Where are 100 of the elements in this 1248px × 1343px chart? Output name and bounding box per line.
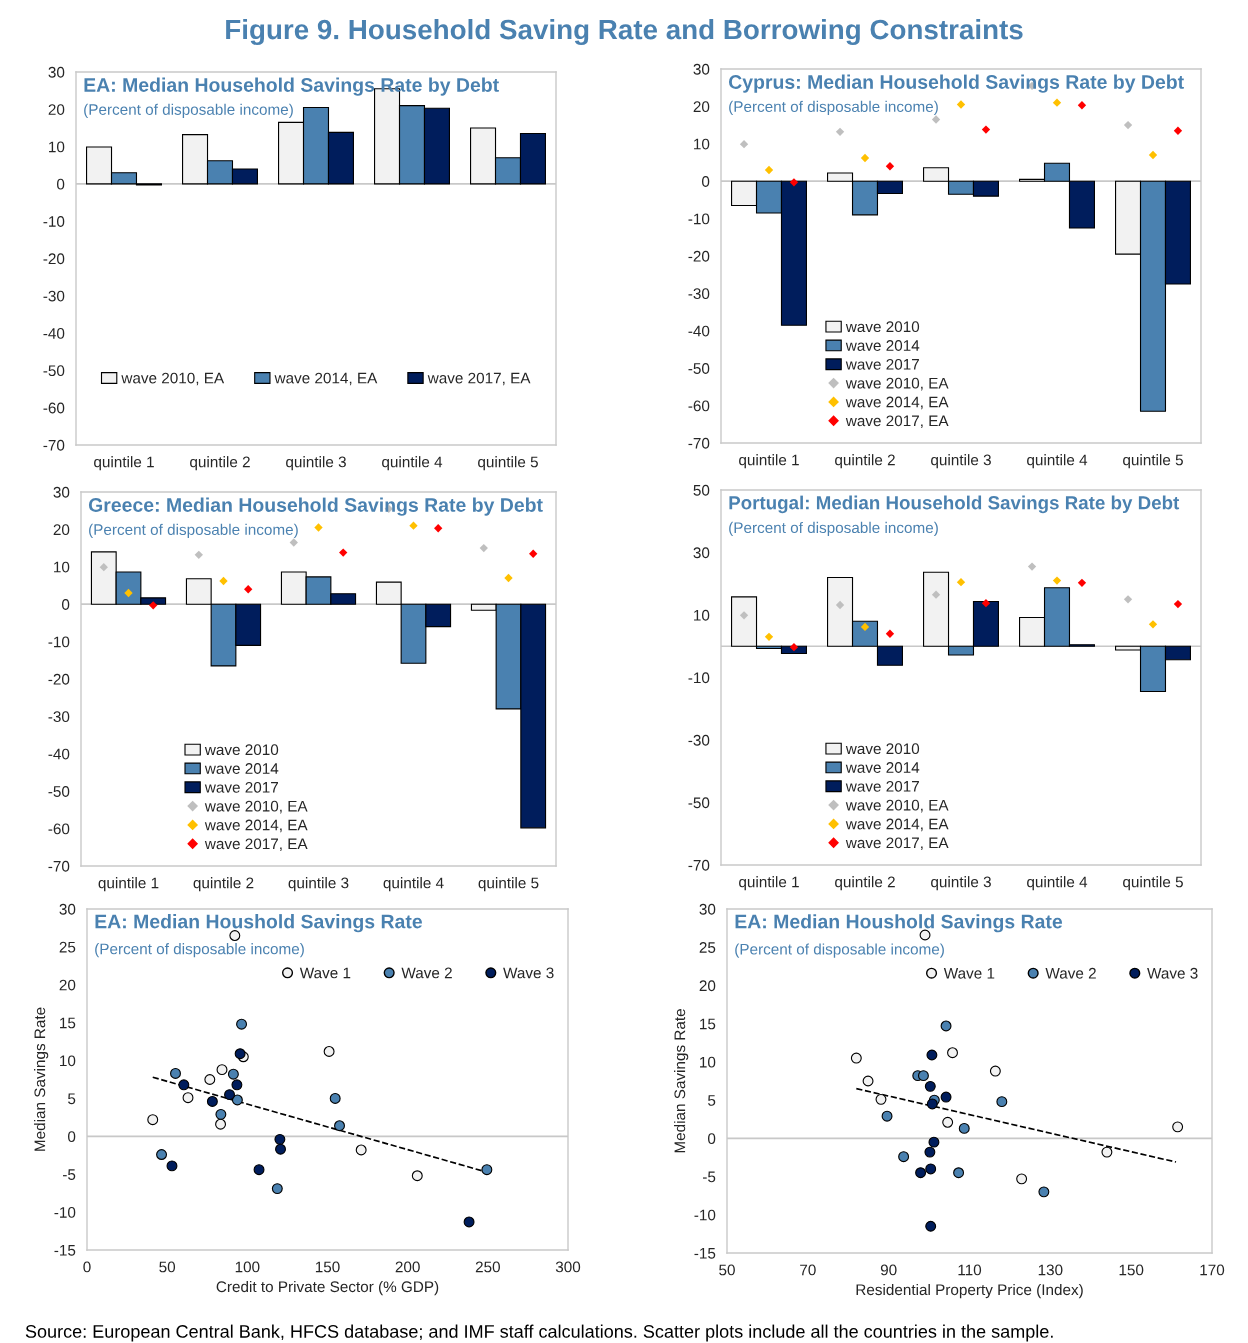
y-tick-label: -40	[688, 325, 710, 337]
chart-title: Greece: Median Household Savings Rate by Debt	[88, 497, 543, 516]
legend-label: Wave 1	[299, 967, 351, 979]
y-tick-label: -70	[688, 437, 710, 449]
y-tick-label: 25	[699, 942, 716, 953]
x-tick-label: quintile 1	[98, 877, 159, 892]
y-tick-label: -5	[62, 1169, 76, 1180]
legend-label: wave 2010, EA	[845, 799, 949, 813]
x-tick-label: 70	[800, 1264, 816, 1276]
x-axis-title: Residential Property Price (Index)	[856, 1283, 1083, 1299]
y-tick-label: -70	[688, 859, 710, 871]
y-tick-label: 10	[694, 138, 710, 150]
y-tick-label: -10	[48, 636, 70, 648]
y-tick-label: -10	[688, 213, 710, 225]
x-tick-label: 100	[235, 1261, 260, 1273]
x-tick-label: quintile 5	[1123, 876, 1183, 891]
x-tick-label: quintile 5	[478, 877, 539, 892]
y-tick-label: 20	[699, 980, 716, 992]
x-tick-label: 0	[83, 1261, 91, 1273]
x-tick-label: 110	[958, 1264, 982, 1276]
legend-label: wave 2010	[845, 743, 920, 755]
y-tick-label: 10	[700, 1056, 716, 1068]
legend-label: wave 2014, EA	[845, 818, 949, 832]
y-tick-label: -60	[48, 823, 70, 835]
y-tick-label: 10	[694, 609, 710, 621]
y-tick-label: -60	[43, 402, 65, 414]
y-tick-label: -20	[43, 253, 65, 265]
text: (Percent of disposable income)	[729, 100, 938, 116]
y-tick-label: -70	[48, 860, 70, 872]
y-tick-label: 0	[707, 1133, 716, 1145]
y-tick-label: 30	[693, 547, 710, 559]
y-tick-label: 20	[693, 101, 710, 113]
y-tick-label: -30	[48, 711, 70, 723]
y-tick-label: -70	[43, 439, 65, 451]
y-axis-title: Median Savings Rate	[674, 1009, 689, 1153]
y-tick-label: 10	[60, 1055, 76, 1067]
x-tick-label: 150	[315, 1261, 340, 1273]
x-axis-title: Credit to Private Sector (% GDP)	[216, 1280, 439, 1296]
y-tick-label: -40	[48, 748, 70, 760]
y-tick-label: 0	[56, 178, 65, 190]
text: (Percent of disposable income)	[89, 523, 298, 539]
legend-label: Wave 3	[1147, 967, 1198, 979]
y-tick-label: 20	[48, 104, 65, 115]
y-tick-label: -15	[694, 1248, 716, 1259]
y-tick-label: 30	[59, 903, 76, 915]
y-tick-label: 30	[699, 903, 716, 915]
y-tick-label: 5	[708, 1095, 716, 1106]
legend-label: wave 2014	[845, 340, 920, 351]
x-tick-label: quintile 3	[931, 876, 991, 891]
y-tick-label: -50	[48, 786, 70, 797]
y-tick-label: 15	[60, 1017, 76, 1029]
x-tick-label: 200	[395, 1261, 420, 1273]
text: (Percent of disposable income)	[84, 103, 293, 118]
legend-label: Wave 3	[503, 967, 554, 979]
y-tick-label: -5	[702, 1171, 716, 1183]
text: (Percent of disposable income)	[95, 943, 304, 958]
y-tick-label: 20	[59, 979, 76, 991]
y-tick-label: 30	[53, 486, 70, 498]
source-note: Source: European Central Bank, HFCS database; and IMF staff calculations. Scatter plots include all the countries in the sample.	[25, 1324, 1053, 1342]
y-tick-label: 15	[700, 1018, 716, 1030]
x-tick-label: quintile 4	[383, 877, 444, 892]
legend-label: wave 2010, EA	[121, 372, 225, 386]
legend-label: wave 2014, EA	[204, 819, 308, 833]
legend-label: wave 2014	[204, 763, 279, 774]
chart-title: EA: Median Houshold Savings Rate	[735, 914, 1063, 933]
legend-label: wave 2010	[845, 321, 920, 333]
legend-label: wave 2014	[845, 762, 920, 773]
chart-title: EA: Median Household Savings Rate by Debt	[84, 77, 499, 96]
y-tick-label: -10	[54, 1206, 76, 1218]
y-tick-label: -10	[688, 672, 710, 684]
legend-label: wave 2017, EA	[845, 415, 949, 429]
x-tick-label: quintile 4	[1027, 876, 1088, 891]
y-tick-label: -50	[688, 797, 710, 809]
x-tick-label: 150	[1119, 1264, 1144, 1276]
y-tick-label: -30	[43, 290, 65, 302]
legend-label: Wave 2	[1045, 967, 1096, 979]
x-tick-label: 300	[555, 1261, 581, 1273]
legend-label: Wave 1	[943, 968, 995, 979]
legend-label: wave 2017, EA	[845, 837, 949, 851]
y-tick-label: -40	[43, 327, 65, 339]
text: (Percent of disposable income)	[735, 943, 944, 958]
y-tick-label: 10	[49, 141, 65, 153]
x-tick-label: quintile 4	[382, 456, 443, 471]
y-tick-label: 0	[701, 176, 710, 187]
legend-label: wave 2017, EA	[427, 372, 531, 386]
y-tick-label: -10	[43, 216, 65, 227]
x-tick-label: quintile 2	[835, 454, 895, 469]
x-tick-label: 50	[719, 1264, 735, 1276]
legend-label: wave 2017, EA	[204, 838, 308, 852]
y-tick-label: -30	[688, 288, 710, 300]
y-tick-label: 50	[693, 484, 710, 496]
y-tick-label: -15	[54, 1245, 76, 1256]
caption: Figure 9. Household Saving Rate and Borrowing Constraints	[226, 18, 1023, 46]
x-tick-label: 170	[1200, 1264, 1225, 1276]
y-tick-label: 0	[61, 599, 70, 610]
y-tick-label: -10	[694, 1209, 716, 1221]
x-tick-label: 130	[1038, 1264, 1063, 1276]
y-tick-label: -20	[48, 673, 70, 685]
x-tick-label: quintile 1	[94, 456, 154, 471]
x-tick-label: quintile 3	[288, 877, 349, 892]
